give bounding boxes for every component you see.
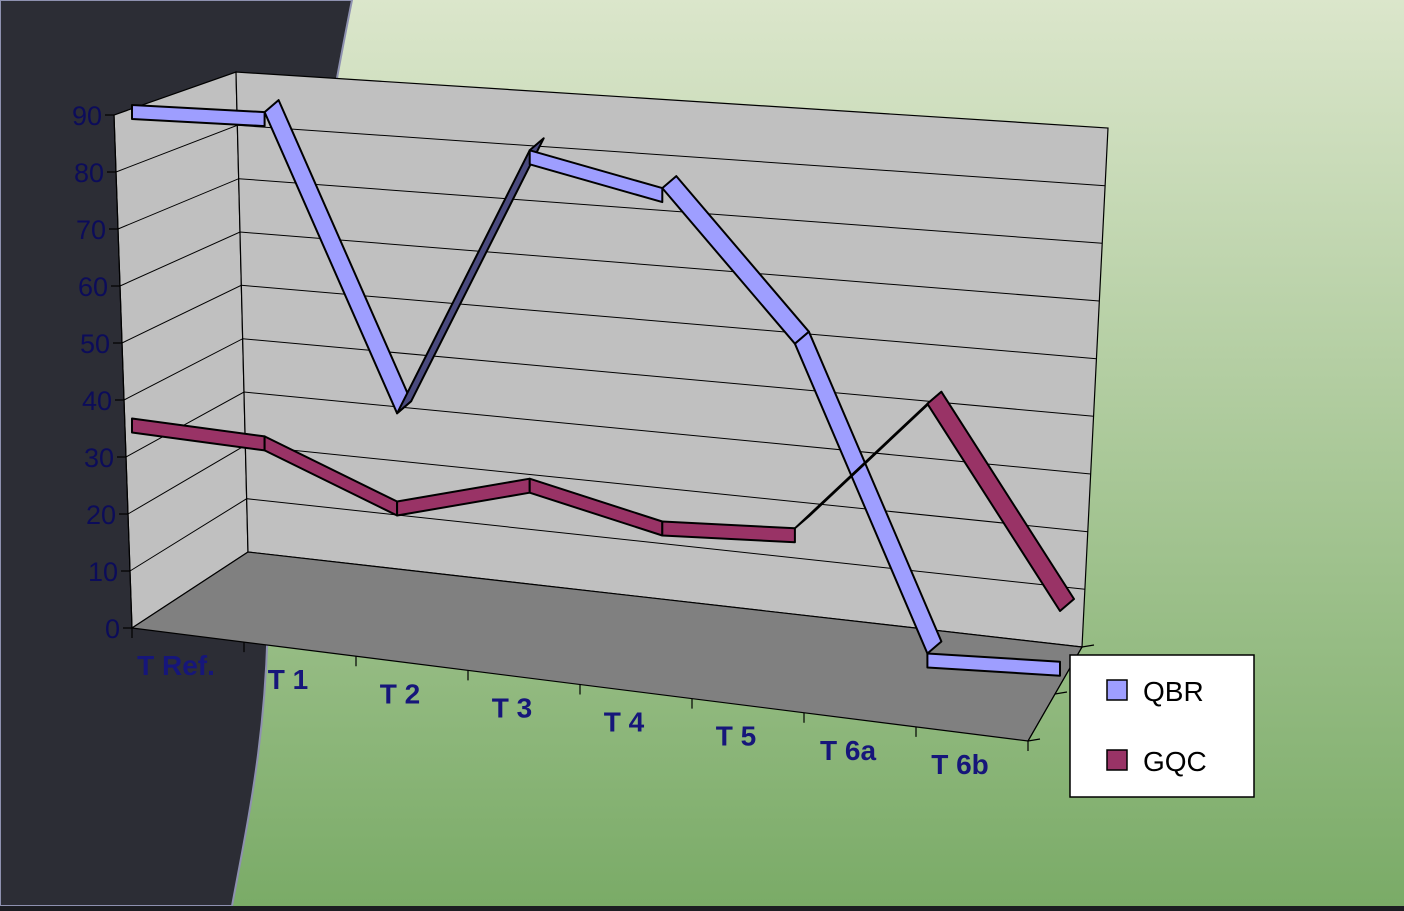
series-ribbons — [131, 99, 1075, 677]
series-gqc — [131, 390, 1075, 612]
back-wall — [235, 71, 1109, 648]
ribbon-segment-qbr — [528, 149, 664, 204]
side-wall — [113, 71, 249, 630]
ribbon-segment-qbr — [793, 330, 943, 655]
gridline — [121, 284, 1097, 360]
y-tick-label: 10 — [88, 557, 118, 587]
depth-tick-mark — [1027, 738, 1041, 742]
y-axis: 0 10 20 30 40 50 60 70 80 90 — [72, 101, 133, 644]
y-tick-label: 60 — [78, 272, 108, 302]
x-tick-label-t-ref: T Ref. — [137, 650, 215, 681]
gridline — [129, 498, 1085, 590]
legend-label-gqc: GQC — [1143, 746, 1207, 777]
ribbon-segment-gqc — [661, 520, 796, 544]
ribbon-segment-gqc — [926, 390, 1075, 612]
ribbon-segment-qbr — [396, 137, 545, 415]
legend-box — [1069, 654, 1255, 798]
legend-swatch-qbr — [1106, 679, 1128, 701]
y-tick-label: 20 — [86, 500, 116, 530]
depth-tick-mark — [1054, 691, 1068, 695]
x-tick-label-t-1: T 1 — [268, 664, 308, 695]
gridline — [117, 178, 1103, 244]
y-tick-label: 50 — [80, 329, 110, 359]
gridline — [119, 231, 1100, 302]
y-tick-label: 90 — [72, 101, 102, 131]
x-tick-label-t-6a: T 6a — [820, 735, 876, 766]
y-tick-label: 30 — [84, 443, 114, 473]
legend-label-qbr: QBR — [1143, 676, 1204, 707]
legend-swatch-gqc — [1106, 749, 1128, 771]
x-tick-label-t-4: T 4 — [604, 707, 645, 738]
depth-tick-mark — [1081, 644, 1095, 648]
y-tick-label: 40 — [82, 386, 112, 416]
x-tick-label-t-6b: T 6b — [931, 749, 989, 780]
y-tick-label: 0 — [105, 614, 120, 644]
ribbon-segment-qbr — [131, 104, 266, 128]
plot-area — [113, 71, 1109, 742]
x-tick-label-t-3: T 3 — [492, 692, 532, 723]
x-tick-label-t-2: T 2 — [380, 678, 420, 709]
series-qbr — [131, 99, 1061, 677]
y-axis-line — [113, 114, 133, 629]
x-axis: T Ref. T 1 T 2 T 3 T 4 T 5 T 6a T 6b — [131, 628, 1095, 780]
x-tick-label-t-5: T 5 — [716, 721, 756, 752]
ribbon-segment-qbr — [926, 652, 1061, 677]
y-tick-label: 70 — [76, 215, 106, 245]
legend: QBR GQC — [1069, 654, 1255, 798]
gridline — [123, 338, 1094, 417]
y-tick-label: 80 — [74, 158, 104, 188]
